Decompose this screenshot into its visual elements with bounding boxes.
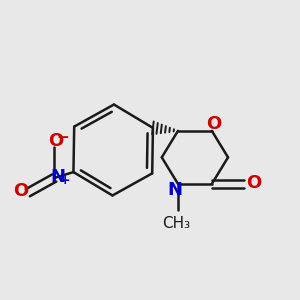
Text: N: N [50, 168, 65, 186]
Text: O: O [48, 132, 63, 150]
Text: O: O [13, 182, 28, 200]
Text: −: − [57, 130, 70, 145]
Text: +: + [59, 174, 70, 187]
Text: O: O [206, 116, 221, 134]
Text: O: O [246, 174, 261, 192]
Text: CH₃: CH₃ [162, 216, 190, 231]
Text: N: N [167, 181, 182, 199]
